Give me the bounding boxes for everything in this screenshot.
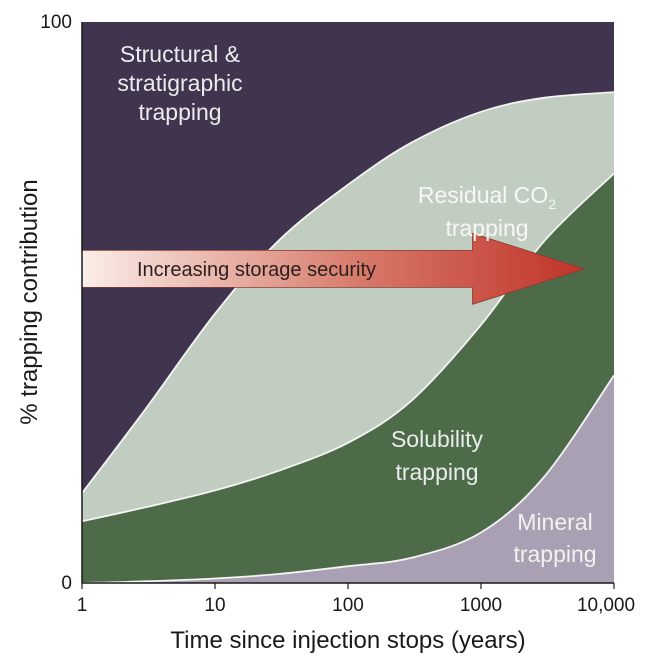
label-structural-stratigraphic-trapping: Structural & stratigraphic trapping <box>117 41 242 125</box>
y-tick-label: 0 <box>61 573 72 594</box>
x-tick-label: 1000 <box>460 595 502 616</box>
arrow-label: Increasing storage security <box>137 259 376 281</box>
x-tick-label: 10 <box>204 595 225 616</box>
boundary-mineral-top <box>82 374 614 583</box>
x-tick-label: 100 <box>332 595 364 616</box>
x-axis-title: Time since injection stops (years) <box>170 627 525 654</box>
region-residual-co2-trapping <box>82 92 614 522</box>
label-mineral-trapping: Mineral trapping <box>513 509 596 567</box>
x-tick-label: 1 <box>77 595 88 616</box>
y-axis-title: % trapping contribution <box>16 179 43 424</box>
x-tick-label: 10,000 <box>577 595 635 616</box>
y-tick-label: 100 <box>40 12 72 33</box>
region-solubility-trapping <box>82 173 614 583</box>
storage-security-arrow <box>81 232 586 305</box>
region-mineral-trapping <box>82 375 614 583</box>
region-labels: Mineral trapping Solubility trapping Residua… <box>117 41 596 567</box>
area-regions <box>82 22 614 583</box>
boundary-residual-top <box>82 91 614 494</box>
axes: 1 10 100 1000 10,000 0 100 Time since injection… <box>16 12 635 654</box>
region-structural-stratigraphic-trapping <box>82 22 614 494</box>
annotations: Increasing storage security <box>81 232 586 305</box>
label-solubility-trapping: Solubility trapping <box>391 426 484 485</box>
label-residual-co2-trapping: Residual CO2 trapping <box>418 182 556 241</box>
